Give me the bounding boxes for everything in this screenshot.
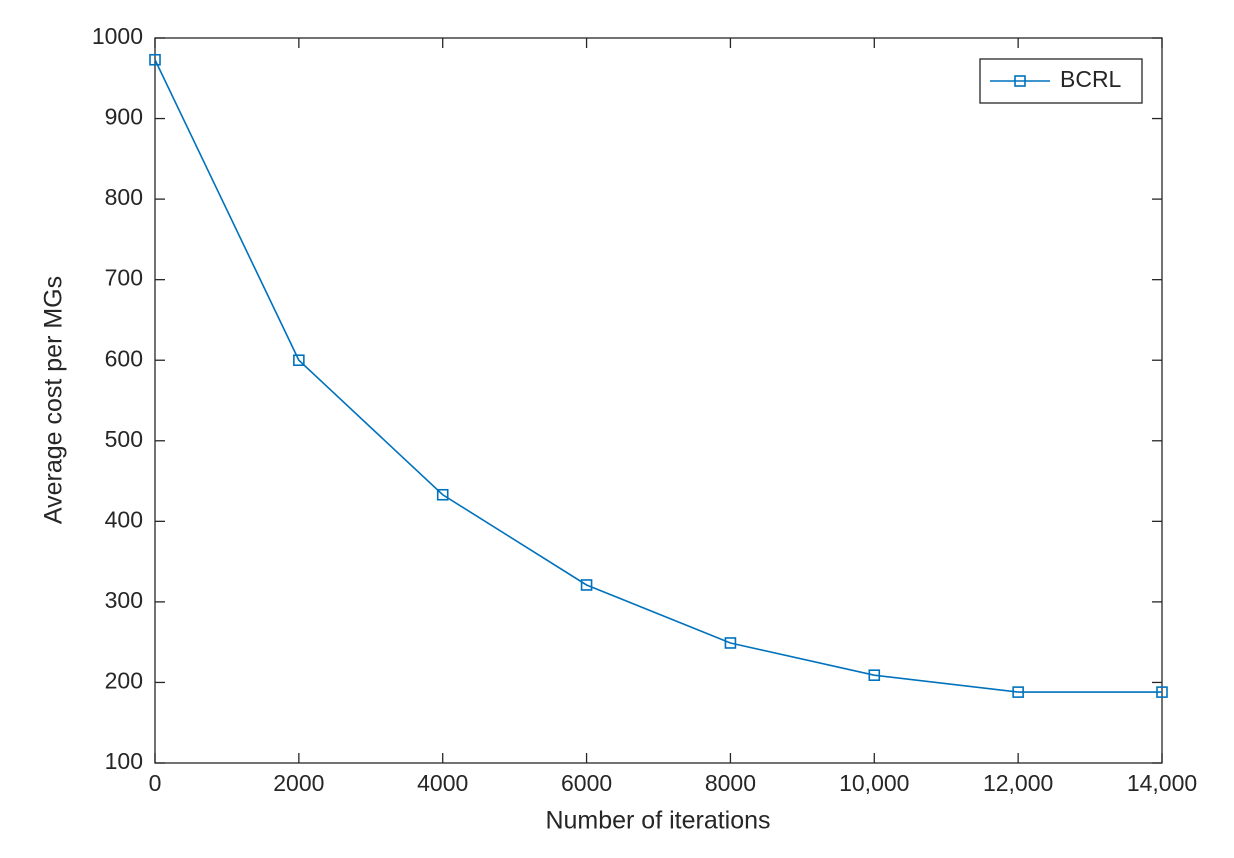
x-tick-label: 6000 xyxy=(561,770,612,796)
y-tick-label: 300 xyxy=(105,587,143,613)
y-tick-label: 1000 xyxy=(92,23,143,49)
data-point xyxy=(436,488,449,501)
y-tick-label: 100 xyxy=(105,748,143,774)
y-tick-label: 600 xyxy=(105,345,143,371)
y-tick-label: 700 xyxy=(105,265,143,291)
x-tick-label: 12,000 xyxy=(983,770,1053,796)
data-point xyxy=(1012,686,1024,698)
x-tick-label: 10,000 xyxy=(839,770,909,796)
series-line xyxy=(154,59,1162,693)
plot-frame xyxy=(154,37,1163,764)
data-point xyxy=(724,637,737,649)
y-tick-label: 400 xyxy=(105,506,143,532)
data-point xyxy=(149,53,161,66)
data-point xyxy=(1156,686,1168,698)
data-point xyxy=(293,354,305,367)
data-point xyxy=(868,669,881,681)
legend-marker xyxy=(1014,75,1026,87)
data-point xyxy=(580,579,593,591)
x-tick-label: 2000 xyxy=(273,770,324,796)
x-tick-label: 4000 xyxy=(417,770,468,796)
x-tick-label: 0 xyxy=(149,770,162,796)
y-tick-label: 200 xyxy=(105,668,143,694)
x-axis-title: Number of iterations xyxy=(545,807,770,835)
y-tick-label: 500 xyxy=(105,426,143,452)
y-axis-title: Average cost per MGs xyxy=(40,276,68,524)
x-tick-label: 14,000 xyxy=(1127,770,1197,796)
x-tick-label: 8000 xyxy=(705,770,756,796)
y-tick-label: 900 xyxy=(105,104,143,130)
y-tick-label: 800 xyxy=(105,184,143,210)
legend-label: BCRL xyxy=(1060,66,1122,92)
